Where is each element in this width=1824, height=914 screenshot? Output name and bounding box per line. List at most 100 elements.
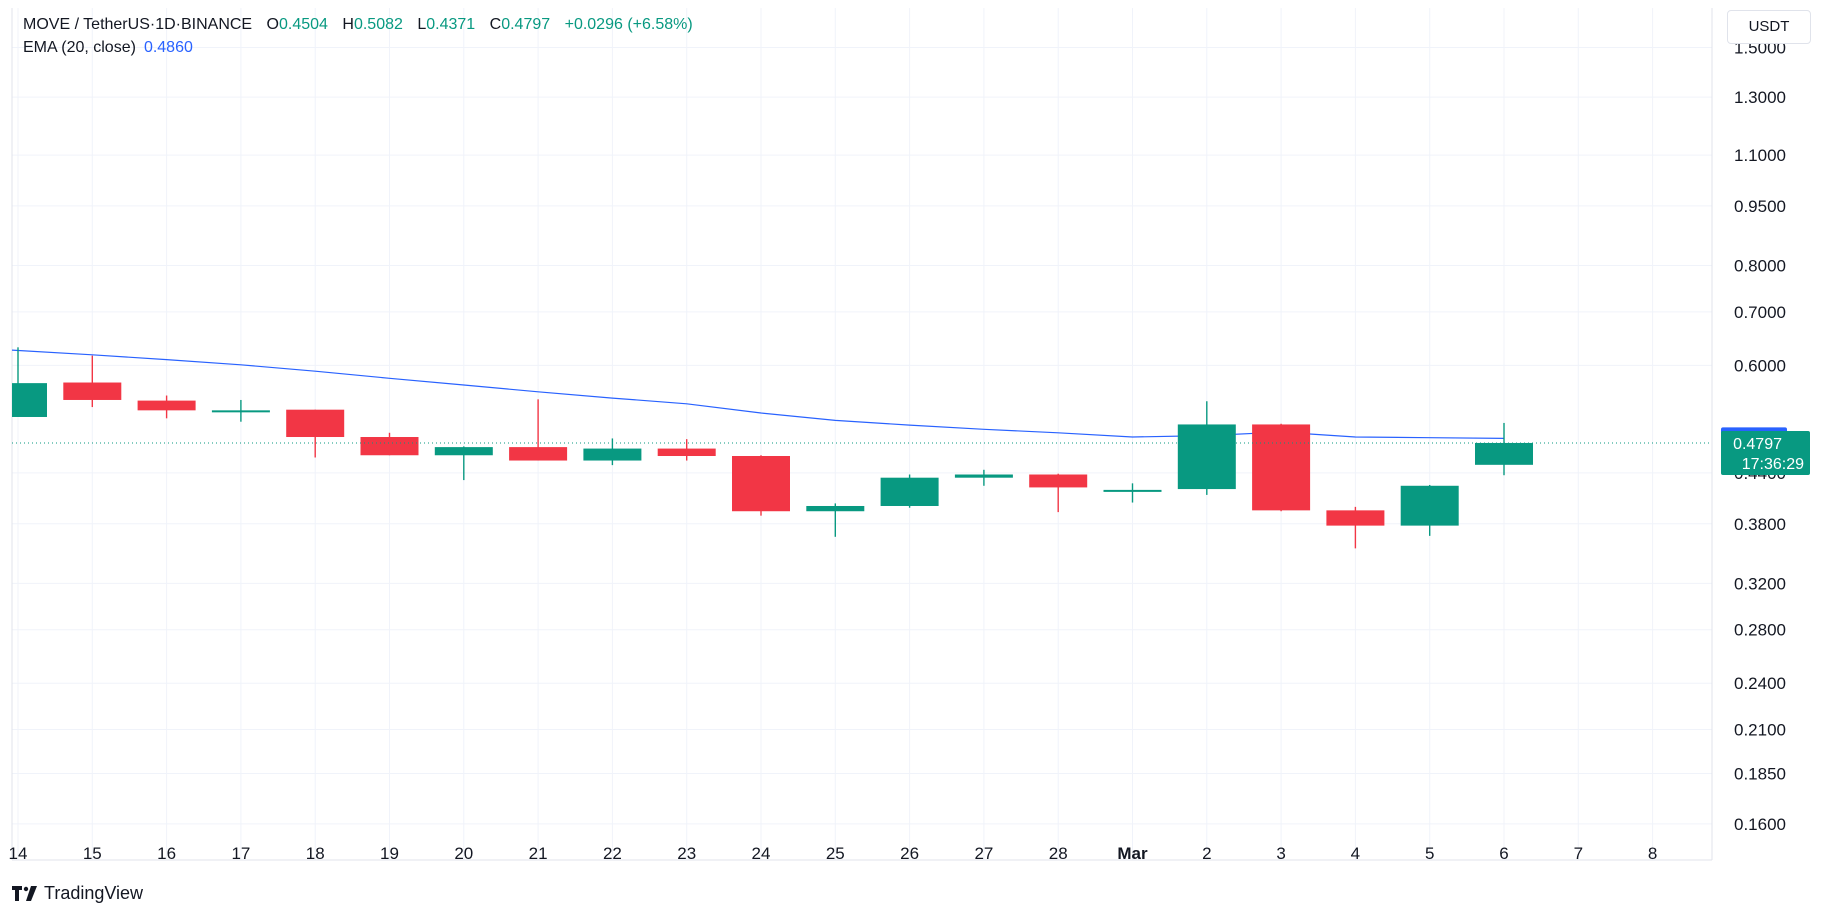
candle[interactable] — [63, 355, 122, 408]
brand-name: TradingView — [44, 883, 144, 903]
open-label: O — [266, 16, 279, 33]
candle[interactable] — [1400, 484, 1459, 536]
price-tick-label: 0.2400 — [1734, 674, 1786, 693]
candle[interactable] — [509, 399, 568, 461]
candle[interactable] — [137, 395, 196, 419]
candle[interactable] — [286, 409, 345, 458]
candle-body — [1103, 489, 1162, 492]
candle-body — [880, 477, 939, 506]
time-tick-label: 27 — [974, 844, 993, 863]
candle-body — [286, 409, 345, 438]
candle-body — [12, 383, 47, 417]
price-tick-label: 0.6000 — [1734, 356, 1786, 375]
time-axis: 14 15 16 17 18 19 20 21 22 23 24 25 26 27 28 Mar 2 3 4 5 6 7 8 — [9, 844, 1658, 863]
price-tick-label: 0.3200 — [1734, 574, 1786, 593]
time-tick-label: 20 — [454, 844, 473, 863]
currency-unit-button[interactable]: USDT — [1727, 10, 1811, 44]
time-tick-label: 8 — [1648, 844, 1657, 863]
symbol-pair[interactable]: MOVE / TetherUS — [23, 16, 150, 33]
candle[interactable] — [1103, 483, 1162, 503]
time-tick-label: 28 — [1049, 844, 1068, 863]
candle[interactable] — [583, 438, 642, 466]
candle-body — [434, 447, 493, 456]
candle-body — [1326, 510, 1385, 526]
low-label: L — [417, 16, 427, 33]
candle[interactable] — [211, 399, 270, 422]
time-tick-label: 23 — [677, 844, 696, 863]
time-tick-label: 22 — [603, 844, 622, 863]
ema-label: EMA (20, close) — [23, 39, 136, 56]
time-tick-label: 17 — [231, 844, 250, 863]
time-tick-label: 15 — [83, 844, 102, 863]
price-tick-label: 0.8000 — [1734, 257, 1786, 276]
last-price-marker-label: 0.4797 — [1733, 436, 1782, 453]
candle-body — [1177, 424, 1236, 490]
time-tick-label: 18 — [306, 844, 325, 863]
price-tick-label: 1.3000 — [1734, 88, 1786, 107]
price-tick-label: 0.2100 — [1734, 721, 1786, 740]
price-tick-label: 0.1850 — [1734, 764, 1786, 783]
time-tick-label: 3 — [1276, 844, 1285, 863]
time-tick-label: 25 — [826, 844, 845, 863]
candle[interactable] — [1252, 423, 1311, 512]
time-tick-label: 2 — [1202, 844, 1211, 863]
tradingview-logo-icon — [12, 885, 37, 901]
time-tick-label: 26 — [900, 844, 919, 863]
candle-body — [806, 505, 865, 512]
high-value: 0.5082 — [353, 16, 403, 33]
indicator-legend[interactable]: EMA (20, close) 0.4860 — [23, 39, 193, 57]
tradingview-logo[interactable]: TradingView — [12, 883, 143, 904]
candle-body — [1475, 442, 1533, 465]
candle[interactable] — [1326, 506, 1385, 549]
candle-body — [211, 410, 270, 413]
time-tick-label: 16 — [157, 844, 176, 863]
time-tick-label: 14 — [9, 844, 28, 863]
candle[interactable] — [732, 455, 790, 516]
candle-body — [509, 447, 568, 461]
candle-body — [1029, 474, 1088, 488]
candle[interactable] — [1475, 422, 1533, 476]
price-tick-label: 1.1000 — [1734, 146, 1786, 165]
candles — [12, 347, 1533, 549]
ema-value: 0.4860 — [143, 39, 193, 56]
open-value: 0.4504 — [279, 16, 328, 33]
time-tick-label: 6 — [1499, 844, 1508, 863]
symbol-legend: MOVE / TetherUS · 1D · BINANCE O0.4504 H… — [23, 16, 693, 33]
candle-body — [954, 474, 1013, 478]
low-value: 0.4371 — [426, 16, 476, 33]
price-tick-label: 0.1600 — [1734, 815, 1786, 834]
time-tick-label: 4 — [1351, 844, 1360, 863]
candle[interactable] — [1029, 473, 1088, 513]
price-tick-label: 0.7000 — [1734, 303, 1786, 322]
candle[interactable] — [954, 469, 1013, 486]
candle[interactable] — [806, 503, 865, 537]
time-tick-label: 5 — [1425, 844, 1434, 863]
close-value: 0.4797 — [501, 16, 551, 33]
countdown-label: 17:36:29 — [1742, 456, 1804, 473]
symbol-interval[interactable]: 1D — [155, 16, 176, 33]
candle-body — [1400, 485, 1459, 526]
candle-body — [657, 448, 716, 457]
candle[interactable] — [657, 439, 716, 461]
candle[interactable] — [434, 446, 493, 481]
symbol-exchange: BINANCE — [180, 16, 253, 33]
time-tick-label: 24 — [752, 844, 771, 863]
last-price-marker — [1721, 430, 1810, 475]
change-value: +0.0296 (+6.58%) — [564, 16, 693, 33]
candle[interactable] — [360, 432, 419, 456]
time-tick-label: Mar — [1117, 844, 1148, 863]
price-tick-label: 0.9500 — [1734, 197, 1786, 216]
candle-body — [63, 382, 122, 400]
time-tick-label: 7 — [1574, 844, 1583, 863]
price-tick-label: 0.3800 — [1734, 515, 1786, 534]
candle[interactable] — [12, 347, 47, 417]
candle-body — [360, 437, 419, 456]
candle[interactable] — [880, 474, 939, 508]
time-tick-label: 19 — [380, 844, 399, 863]
candle-body — [1252, 424, 1311, 511]
price-tick-label: 0.2800 — [1734, 621, 1786, 640]
high-label: H — [342, 16, 354, 33]
candle[interactable] — [1177, 401, 1236, 495]
